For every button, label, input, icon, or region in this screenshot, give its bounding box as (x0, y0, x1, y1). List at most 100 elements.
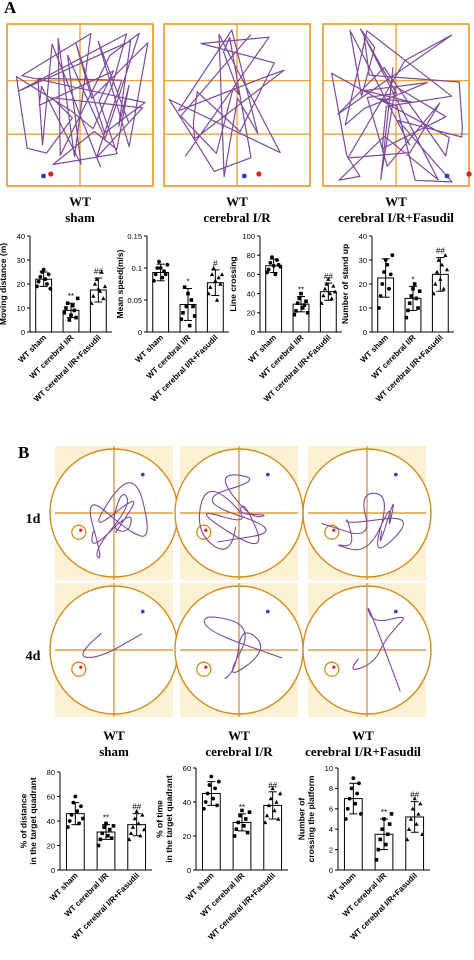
data-point (410, 806, 415, 811)
swim-track (321, 492, 404, 551)
data-point (211, 796, 216, 801)
data-point (65, 825, 70, 830)
data-point (407, 301, 412, 305)
data-point (404, 315, 409, 320)
data-point (215, 803, 219, 808)
swim-end-marker (79, 528, 83, 532)
data-point (153, 272, 158, 277)
open-field-track-3 (331, 28, 463, 183)
data-point (94, 277, 99, 281)
swim-end-marker (79, 665, 83, 669)
significance-mark: ## (94, 267, 103, 276)
y-tick-label: 0 (138, 328, 142, 337)
data-point (96, 286, 101, 291)
data-point (434, 269, 440, 274)
y-axis-label: Moving distance (m) (0, 243, 8, 325)
panel-label-b: B (18, 443, 30, 462)
data-point (268, 796, 273, 801)
swim-start-marker (394, 472, 398, 477)
data-point (128, 831, 134, 835)
data-point (276, 816, 281, 821)
y-tick-label: 20 (183, 832, 191, 841)
data-point (155, 266, 160, 270)
data-point (270, 255, 274, 260)
data-point (64, 306, 68, 310)
data-point (411, 287, 415, 291)
data-point (107, 827, 112, 832)
data-point (390, 253, 395, 258)
open-field-group-label: WT (226, 194, 248, 209)
data-point (67, 318, 72, 322)
maze-group-label: cerebral I/R (205, 744, 273, 759)
swim-end-marker (332, 665, 336, 669)
data-point (181, 311, 185, 315)
y-tick-label: 0.15 (127, 232, 142, 241)
y-tick-label: 4 (329, 825, 333, 834)
data-point (214, 297, 220, 302)
data-point (416, 306, 420, 310)
data-point (98, 837, 103, 842)
significance-mark: ** (68, 292, 74, 301)
data-point (182, 285, 187, 289)
maze-group-label: sham (99, 744, 129, 759)
y-tick-label: 40 (47, 817, 55, 826)
data-point (203, 800, 208, 804)
data-point (43, 277, 48, 282)
y-tick-label: 10 (359, 304, 367, 313)
data-point (218, 281, 223, 286)
significance-mark: ## (132, 803, 141, 812)
data-point (77, 821, 81, 826)
y-tick-label: 40 (247, 289, 255, 298)
data-point (343, 817, 348, 821)
open-field-group-label: WT (385, 194, 407, 209)
data-point (184, 304, 189, 309)
data-point (127, 837, 132, 842)
data-point (79, 804, 83, 809)
bar (265, 265, 283, 333)
significance-mark: * (411, 275, 414, 284)
data-point (349, 786, 354, 791)
data-point (48, 286, 53, 291)
y-tick-label: 6 (329, 805, 333, 814)
swim-end-marker (204, 665, 208, 669)
data-point (324, 281, 329, 286)
data-point (351, 776, 356, 781)
data-point (377, 306, 381, 310)
data-point (111, 824, 116, 828)
data-point (418, 801, 423, 806)
data-point (99, 269, 104, 274)
open-field-group-label: cerebral I/R (203, 210, 271, 225)
day-label-1d: 1d (26, 512, 41, 527)
data-point (326, 277, 331, 281)
data-point (384, 842, 388, 847)
y-axis-label: Mean speed(m/s) (115, 249, 125, 318)
open-field-group-label: sham (65, 210, 95, 225)
data-point (69, 313, 73, 317)
swim-start-marker (141, 472, 145, 477)
data-point (35, 284, 39, 289)
data-point (100, 831, 105, 836)
start-marker (256, 171, 262, 177)
data-point (201, 806, 206, 811)
y-tick-label: 30 (17, 256, 25, 265)
swim-track (352, 607, 404, 692)
data-point (240, 808, 244, 813)
data-point (271, 263, 276, 268)
start-marker (48, 171, 54, 177)
y-axis-label: in the target quadrant (164, 775, 174, 863)
data-point (247, 810, 252, 814)
significance-mark: ** (298, 285, 304, 294)
data-point (72, 308, 77, 313)
y-tick-label: 60 (247, 270, 255, 279)
y-axis-label: crossing the platform (306, 775, 316, 862)
data-point (433, 281, 438, 286)
data-point (104, 821, 108, 826)
y-tick-label: 40 (183, 798, 191, 807)
data-point (62, 311, 67, 315)
significance-mark: ** (381, 808, 387, 817)
y-tick-label: 80 (47, 768, 55, 777)
data-point (209, 272, 215, 277)
